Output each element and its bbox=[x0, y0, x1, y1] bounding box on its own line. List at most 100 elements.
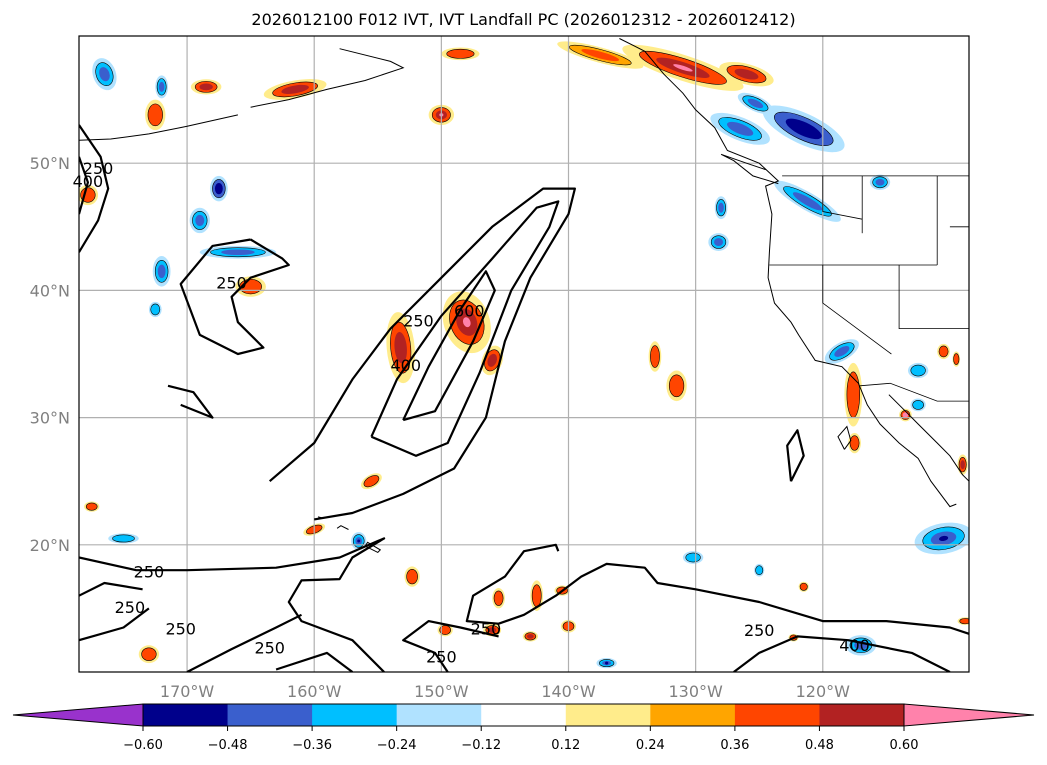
coastline bbox=[837, 425, 852, 450]
negative-pc-region bbox=[785, 118, 822, 140]
contour-label: 250 bbox=[403, 312, 434, 331]
negative-pc-region bbox=[718, 202, 724, 213]
negative-pc-region bbox=[357, 539, 361, 543]
colorbar-segment bbox=[734, 704, 820, 726]
negative-pc-region bbox=[685, 552, 701, 563]
colorbar-frame bbox=[142, 703, 905, 727]
ivt-contour-line bbox=[79, 607, 150, 642]
ivt-contour-line bbox=[402, 270, 496, 422]
contour-label: 250 bbox=[426, 648, 457, 667]
ivt-contour-line bbox=[186, 613, 302, 672]
negative-pc-region bbox=[214, 183, 223, 195]
ivt-contours bbox=[79, 124, 969, 672]
coastline bbox=[888, 394, 969, 482]
colorbar-segment bbox=[565, 704, 651, 726]
coastline bbox=[250, 48, 405, 108]
colorbar-segment bbox=[312, 704, 398, 726]
x-tick-labels: 170°W 160°W 150°W 140°W 130°W 120°W bbox=[160, 682, 850, 701]
negative-pc-region bbox=[910, 364, 926, 377]
positive-pc-region bbox=[849, 435, 860, 451]
colorbar-segment bbox=[819, 704, 905, 726]
negative-pc-region bbox=[112, 534, 135, 543]
positive-pc-region bbox=[141, 647, 157, 661]
negative-pc-region bbox=[747, 98, 764, 109]
positive-pc-region bbox=[959, 618, 969, 625]
political-border bbox=[822, 175, 863, 220]
colorbar: −0.60 −0.48 −0.36 −0.24 −0.12 0.12 0.24 0.36 0.4… bbox=[12, 703, 1035, 753]
positive-pc-region bbox=[488, 627, 497, 633]
positive-pc-region bbox=[581, 49, 620, 62]
colorbar-tick-label: −0.24 bbox=[377, 738, 417, 753]
negative-pc-region bbox=[755, 565, 764, 576]
ivt-contour-line bbox=[275, 651, 354, 672]
negative-pc-region bbox=[605, 661, 609, 665]
positive-pc-region bbox=[902, 412, 909, 418]
negative-pc-region bbox=[158, 81, 165, 92]
positive-pc-region bbox=[493, 590, 504, 606]
contour-label: 250 bbox=[216, 274, 247, 293]
colorbar-tick-label: −0.12 bbox=[461, 738, 501, 753]
contour-label: 400 bbox=[390, 356, 421, 375]
positive-pc-region bbox=[85, 502, 98, 511]
y-tick-labels: 20°N 30°N 40°N 50°N bbox=[30, 154, 70, 555]
colorbar-tick-label: 0.36 bbox=[720, 738, 749, 753]
negative-pc-region bbox=[150, 303, 161, 316]
positive-pc-region bbox=[673, 64, 693, 72]
positive-pc-region bbox=[650, 345, 660, 368]
colorbar-segment bbox=[650, 704, 736, 726]
x-tick-label: 150°W bbox=[414, 682, 469, 701]
negative-pc-region bbox=[714, 238, 724, 246]
coastline bbox=[720, 153, 779, 185]
contour-label: 600 bbox=[454, 302, 485, 321]
coastline bbox=[79, 114, 239, 141]
x-tick-label: 160°W bbox=[287, 682, 342, 701]
positive-pc-region bbox=[487, 353, 498, 367]
colorbar-segment bbox=[227, 704, 313, 726]
ivt-contour-line bbox=[402, 620, 499, 672]
colorbar-tick-label: 0.24 bbox=[636, 738, 665, 753]
positive-pc-region bbox=[527, 634, 534, 639]
positive-pc-region bbox=[462, 317, 471, 328]
chart-title: 2026012100 F012 IVT, IVT Landfall PC (20… bbox=[251, 10, 796, 29]
x-tick-label: 140°W bbox=[541, 682, 596, 701]
negative-pc-region bbox=[792, 192, 823, 211]
contour-label: 250 bbox=[165, 620, 196, 639]
negative-pc-region bbox=[221, 249, 255, 256]
positive-pc-region bbox=[668, 374, 685, 398]
colorbar-tick-label: 0.48 bbox=[805, 738, 834, 753]
colorbar-segment bbox=[143, 704, 229, 726]
positive-pc-region bbox=[734, 68, 759, 80]
map-frame bbox=[78, 35, 970, 673]
colorbar-tick-label: 0.12 bbox=[551, 738, 580, 753]
positive-pc-region bbox=[799, 582, 808, 591]
colorbar-extend-high bbox=[903, 703, 1035, 727]
ivt-contour-line bbox=[79, 581, 143, 597]
colorbar-segment bbox=[481, 704, 567, 726]
positive-pc-region bbox=[363, 475, 380, 488]
ivt-contour-line bbox=[79, 124, 110, 253]
positive-pc-region bbox=[394, 332, 407, 364]
ivt-contour-line bbox=[370, 200, 560, 457]
x-tick-label: 130°W bbox=[668, 682, 723, 701]
negative-pc-region bbox=[195, 214, 205, 227]
y-tick-label: 30°N bbox=[30, 409, 70, 428]
political-border bbox=[822, 265, 892, 355]
contour-label: 250 bbox=[744, 621, 775, 640]
ivt-contour-line bbox=[268, 187, 576, 521]
ivt-contour-line bbox=[733, 635, 951, 672]
colorbar-extend-low bbox=[12, 703, 144, 727]
coastline bbox=[364, 541, 382, 554]
x-tick-label: 170°W bbox=[160, 682, 215, 701]
coastline bbox=[619, 38, 957, 508]
y-tick-label: 50°N bbox=[30, 154, 70, 173]
y-tick-label: 20°N bbox=[30, 536, 70, 555]
positive-pc-region bbox=[938, 345, 949, 358]
positive-pc-region bbox=[199, 83, 213, 91]
positive-pc-region bbox=[147, 103, 163, 127]
colorbar-tick-label: −0.60 bbox=[123, 738, 163, 753]
y-tick-label: 40°N bbox=[30, 281, 70, 300]
ivt-contour-line bbox=[786, 429, 805, 482]
ivt-contour-labels: 2504002502504006002502502502502502502504… bbox=[73, 159, 870, 666]
negative-pc-region bbox=[99, 67, 110, 82]
coastlines-borders bbox=[79, 38, 969, 554]
